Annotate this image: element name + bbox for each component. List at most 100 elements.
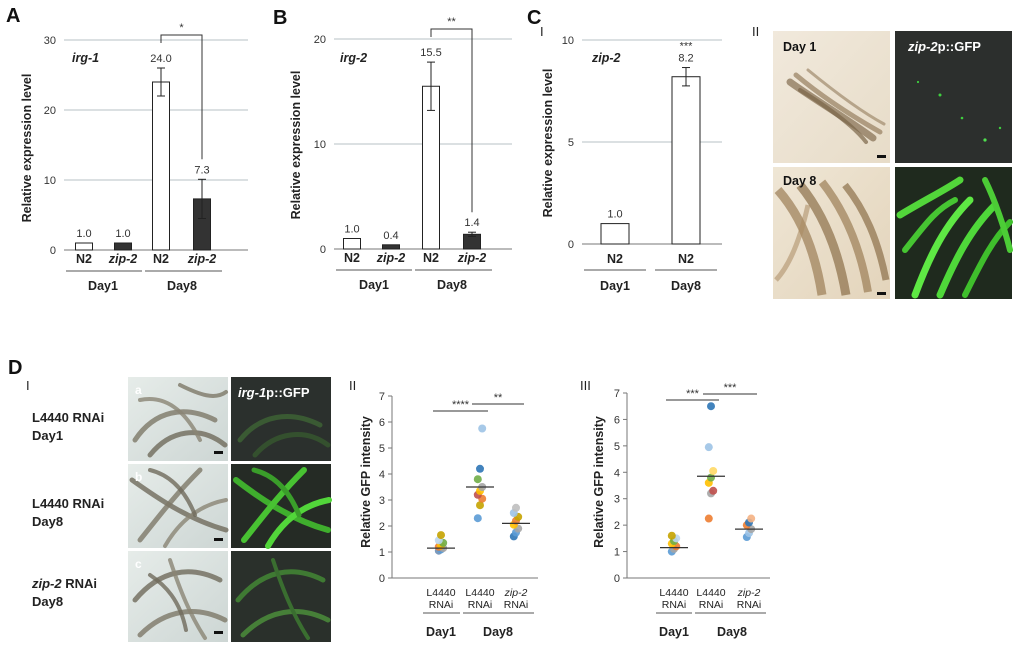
bar-chart-c: 0 5 10 1.0 8.2*** (562, 35, 722, 251)
data-point (704, 443, 713, 452)
data-point (667, 531, 676, 540)
significance-marker: ** (494, 392, 503, 404)
micrograph-gfp-day8 (895, 167, 1013, 299)
y-axis-label: Relative GFP intensity (359, 416, 373, 548)
data-point (473, 514, 482, 523)
scatter-chart-d3: 0 1 2 3 4 5 6 7 *** *** (614, 382, 770, 585)
x-tick-l4440: L4440 (696, 587, 725, 599)
y-tick-label: 0 (50, 245, 56, 257)
x-tick-rnai: RNAi (504, 599, 529, 611)
significance-marker: ** (447, 16, 456, 28)
bar (75, 242, 93, 251)
micrograph-brightfield-day1: Day 1 (773, 31, 890, 163)
panel-label-b: B (273, 7, 287, 29)
reporter-suffix: p::GFP (266, 385, 310, 400)
panel-b: B Relative expression level irg-2 0 10 20 1… (273, 7, 512, 292)
data-point (709, 486, 718, 495)
panel-c: C I Relative expression level zip-2 0 5 10… (527, 7, 1013, 299)
micrograph-brightfield-day8: Day 8 (773, 167, 890, 299)
y-tick-label: 4 (379, 469, 385, 481)
y-axis-label: Relative expression level (20, 74, 34, 223)
x-tick-zip2: zip-2 (504, 587, 528, 599)
data-label: 15.5 (420, 47, 441, 59)
row-label-rnai: RNAi (62, 576, 97, 591)
data-label: 7.3 (194, 164, 209, 176)
y-tick-label: 6 (614, 414, 620, 426)
bar (343, 238, 361, 250)
y-tick-label: 5 (614, 441, 620, 453)
y-tick-label: 0 (614, 573, 620, 585)
bar-chart-a: 0 10 20 30 1.0 1.0 24.0 7.3 * (44, 22, 248, 257)
gene-label: irg-2 (340, 51, 367, 65)
x-tick-l4440: L4440 (659, 587, 688, 599)
x-category-n2: N2 (76, 252, 92, 266)
x-category-n2: N2 (607, 252, 623, 266)
significance-bracket (160, 34, 203, 160)
sub-label-d-three: III (580, 378, 591, 393)
data-point (476, 464, 484, 473)
data-point (473, 475, 482, 484)
significance-marker: **** (452, 399, 470, 411)
x-tick-l4440: L4440 (465, 587, 494, 599)
group-label-day8: Day8 (717, 625, 747, 639)
row-label-line2: Day1 (32, 428, 63, 443)
micrograph-label-day8: Day 8 (783, 174, 816, 188)
x-category-zip2: zip-2 (108, 252, 138, 266)
x-category-zip2: zip-2 (457, 251, 487, 265)
bar (600, 223, 630, 245)
panel-d: D I L4440 RNAi Day1 L4440 RNAi Day8 zip-… (8, 357, 770, 642)
y-tick-label: 30 (44, 35, 56, 47)
group-label-day8: Day8 (167, 279, 197, 293)
y-tick-label: 20 (314, 34, 326, 46)
y-tick-label: 10 (562, 35, 574, 47)
bar (671, 76, 701, 245)
image-letter: b (135, 470, 142, 484)
y-tick-label: 3 (614, 494, 620, 506)
significance-marker: *** (680, 41, 694, 53)
data-label: 1.0 (344, 224, 359, 236)
data-point (437, 531, 445, 540)
y-axis-label: Relative GFP intensity (592, 416, 606, 548)
data-label: 1.0 (115, 228, 130, 240)
data-point (707, 402, 715, 411)
significance-marker: *** (724, 382, 738, 394)
group-label-day1: Day1 (88, 279, 118, 293)
bar (382, 244, 400, 250)
group-label-day8: Day8 (483, 625, 513, 639)
y-tick-label: 1 (379, 547, 385, 559)
micrograph-brightfield-b: b (128, 464, 229, 548)
data-point (478, 424, 487, 433)
x-category-n2: N2 (678, 252, 694, 266)
x-category-n2: N2 (423, 251, 439, 265)
x-tick-rnai: RNAi (737, 599, 762, 611)
row-label-line2: Day8 (32, 514, 63, 529)
y-axis-label: Relative expression level (541, 69, 555, 218)
gene-label: zip-2 (591, 51, 621, 65)
x-category-n2: N2 (153, 252, 169, 266)
x-tick-l4440: L4440 (426, 587, 455, 599)
data-point (709, 466, 718, 475)
row-label-line1: L4440 RNAi (32, 410, 104, 425)
sub-label-c-two: II (752, 24, 759, 39)
bar (152, 81, 170, 251)
bar (114, 242, 132, 251)
data-point (476, 501, 484, 510)
significance-bracket (430, 28, 473, 213)
sub-label-d-two: II (349, 378, 356, 393)
significance-marker: *** (686, 388, 700, 400)
x-category-zip2: zip-2 (376, 251, 406, 265)
y-tick-label: 0 (568, 239, 574, 251)
data-point (747, 514, 756, 523)
micrograph-gfp-day1: zip-2p::GFP (895, 31, 1012, 163)
reporter-prefix: irg-1 (238, 385, 266, 400)
reporter-suffix: p::GFP (938, 39, 982, 54)
y-tick-label: 7 (379, 391, 385, 403)
group-label-day1: Day1 (600, 279, 630, 293)
x-tick-rnai: RNAi (699, 599, 724, 611)
row-label-line1: L4440 RNAi (32, 496, 104, 511)
y-tick-label: 4 (614, 467, 620, 479)
data-label: 0.4 (383, 230, 398, 242)
y-tick-label: 20 (44, 105, 56, 117)
